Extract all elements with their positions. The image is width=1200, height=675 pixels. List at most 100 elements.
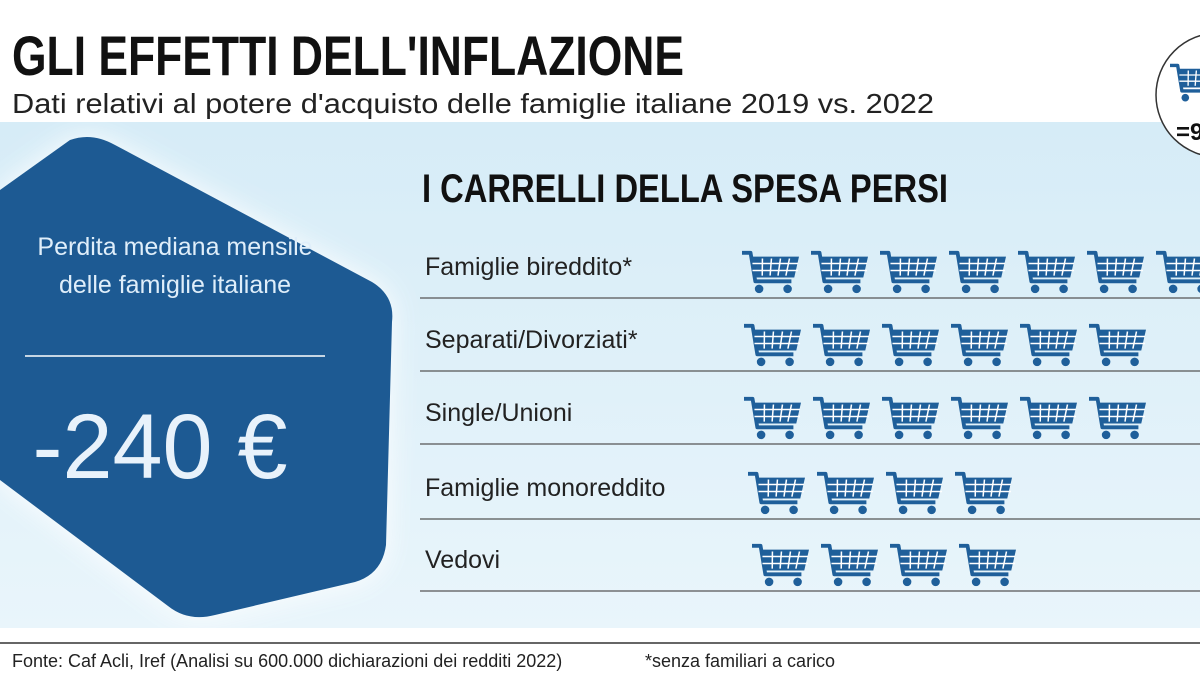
cart-grid bbox=[1063, 331, 1069, 349]
cart-grid bbox=[1116, 331, 1120, 349]
cart-grid bbox=[848, 404, 853, 422]
cart-icon bbox=[813, 323, 870, 367]
cart-grid bbox=[986, 331, 991, 349]
cart-handle bbox=[1170, 63, 1200, 93]
cart-icon bbox=[748, 471, 805, 515]
cart-wheel bbox=[854, 430, 863, 440]
cart-wheel bbox=[825, 430, 835, 440]
cart-handle bbox=[813, 396, 863, 430]
cart-wheel bbox=[961, 284, 971, 294]
cart-grid bbox=[787, 331, 793, 349]
cart-basket bbox=[822, 402, 870, 424]
title: GLI EFFETTI DELL'INFLAZIONE bbox=[12, 24, 684, 87]
row-label: Famiglie monoreddito bbox=[425, 474, 665, 502]
cart-grid bbox=[846, 258, 851, 276]
cart-grid bbox=[913, 479, 917, 497]
cart-basket bbox=[1096, 256, 1144, 278]
cart-row bbox=[752, 543, 1016, 587]
cart-wheel bbox=[1000, 577, 1009, 587]
cart-basket bbox=[1098, 329, 1146, 351]
cart-wheel bbox=[1032, 357, 1042, 367]
cart-handle bbox=[744, 323, 794, 357]
cart-wheel bbox=[996, 505, 1005, 515]
cart-grid bbox=[917, 404, 922, 422]
cart-handle bbox=[1089, 323, 1139, 357]
cart-icon bbox=[890, 543, 947, 587]
cart-grid bbox=[921, 479, 926, 497]
cart-grid bbox=[923, 258, 929, 276]
cart-grid bbox=[1061, 258, 1067, 276]
cart-handle bbox=[811, 250, 861, 284]
cart-handle bbox=[1020, 323, 1070, 357]
cart-icon bbox=[752, 543, 809, 587]
cart-grid bbox=[915, 258, 920, 276]
cart-basket bbox=[1029, 329, 1077, 351]
row-label: Famiglie bireddito* bbox=[425, 253, 632, 281]
cart-icon bbox=[1156, 250, 1200, 294]
cart-icon bbox=[951, 323, 1008, 367]
cart-handle bbox=[951, 323, 1001, 357]
cart-grid bbox=[771, 404, 775, 422]
cart-handle bbox=[949, 250, 999, 284]
cart-grid bbox=[791, 479, 797, 497]
row-label: Vedovi bbox=[425, 546, 500, 574]
cart-wheel bbox=[858, 505, 867, 515]
cart-wheel bbox=[1168, 284, 1178, 294]
cart-wheel bbox=[756, 357, 766, 367]
cart-handle bbox=[951, 396, 1001, 430]
cart-grid bbox=[925, 404, 931, 422]
cart-basket bbox=[826, 477, 874, 499]
cart-grid bbox=[769, 258, 773, 276]
cart-handle bbox=[1089, 396, 1139, 430]
row-label: Separati/Divorziati* bbox=[425, 326, 638, 354]
cart-basket bbox=[1098, 402, 1146, 424]
cart-grid bbox=[1191, 258, 1196, 276]
cart-icon bbox=[811, 250, 868, 294]
cart-grid bbox=[982, 479, 986, 497]
cart-wheel bbox=[1101, 357, 1111, 367]
cart-wheel bbox=[789, 505, 798, 515]
cart-grid bbox=[1122, 258, 1127, 276]
cart-icon bbox=[882, 323, 939, 367]
cart-grid bbox=[1053, 258, 1058, 276]
cart-basket bbox=[761, 549, 809, 571]
cart-wheel bbox=[921, 284, 930, 294]
cart-handle bbox=[959, 543, 1009, 577]
cart-wheel bbox=[894, 430, 904, 440]
cart-icon bbox=[744, 396, 801, 440]
cart-grid bbox=[1124, 404, 1129, 422]
cart-grid bbox=[1047, 404, 1051, 422]
cart-grid bbox=[848, 551, 852, 569]
cart-grid bbox=[994, 551, 999, 569]
cart-grid bbox=[925, 331, 931, 349]
cart-basket bbox=[891, 329, 939, 351]
cart-wheel bbox=[992, 430, 1001, 440]
cart-handle bbox=[1087, 250, 1137, 284]
cart-icon bbox=[959, 543, 1016, 587]
cart-grid bbox=[838, 258, 842, 276]
cart-grid bbox=[992, 258, 998, 276]
cart-row bbox=[744, 323, 1146, 367]
cart-icon bbox=[1089, 323, 1146, 367]
cart-grid bbox=[986, 404, 991, 422]
cart-wheel bbox=[785, 430, 794, 440]
cart-grid bbox=[1124, 331, 1129, 349]
cart-wheel bbox=[825, 357, 835, 367]
cart-wheel bbox=[764, 577, 774, 587]
cart-grid bbox=[986, 551, 990, 569]
cart-handle bbox=[813, 323, 863, 357]
cart-basket bbox=[757, 477, 805, 499]
cart-handle bbox=[880, 250, 930, 284]
legend-label: =9 bbox=[1176, 119, 1200, 146]
cart-handle bbox=[748, 471, 798, 505]
note: *senza familiari a carico bbox=[645, 651, 835, 671]
cart-grid bbox=[1132, 331, 1138, 349]
cart-grid bbox=[917, 331, 922, 349]
cart-wheel bbox=[1130, 357, 1139, 367]
cart-grid bbox=[840, 331, 844, 349]
cart-grid bbox=[994, 331, 1000, 349]
cart-grid bbox=[779, 404, 784, 422]
cart-wheel bbox=[992, 357, 1001, 367]
cart-grid bbox=[840, 404, 844, 422]
cart-wheel bbox=[785, 357, 794, 367]
